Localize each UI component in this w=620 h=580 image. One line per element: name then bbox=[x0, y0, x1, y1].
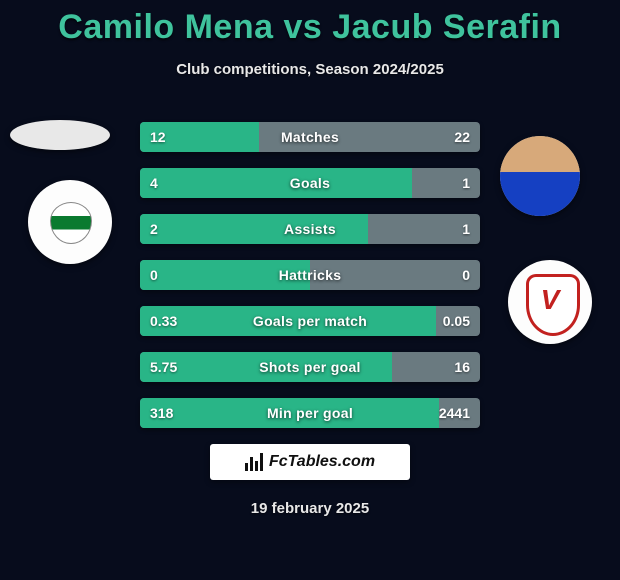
player-left-avatar bbox=[10, 120, 110, 150]
stat-row: 0.330.05Goals per match bbox=[140, 306, 480, 336]
stat-label: Goals bbox=[140, 168, 480, 198]
stat-label: Assists bbox=[140, 214, 480, 244]
stat-label: Shots per goal bbox=[140, 352, 480, 382]
stat-label: Hattricks bbox=[140, 260, 480, 290]
snapshot-date: 19 february 2025 bbox=[0, 500, 620, 517]
stat-row: 00Hattricks bbox=[140, 260, 480, 290]
stat-row: 1222Matches bbox=[140, 122, 480, 152]
stat-label: Goals per match bbox=[140, 306, 480, 336]
page-subtitle: Club competitions, Season 2024/2025 bbox=[0, 61, 620, 78]
player-right-avatar bbox=[500, 136, 580, 216]
logo-text: FcTables.com bbox=[269, 453, 375, 471]
stat-row: 5.7516Shots per goal bbox=[140, 352, 480, 382]
bars-icon bbox=[245, 453, 263, 471]
page-title: Camilo Mena vs Jacub Serafin bbox=[0, 0, 620, 47]
site-logo: FcTables.com bbox=[210, 444, 410, 480]
comparison-bars: 1222Matches 41Goals 21Assists 00Hattricks 0.… bbox=[140, 122, 480, 444]
club-left-badge bbox=[28, 180, 112, 264]
stat-row: 21Assists bbox=[140, 214, 480, 244]
stat-label: Matches bbox=[140, 122, 480, 152]
stat-row: 41Goals bbox=[140, 168, 480, 198]
club-right-badge bbox=[508, 260, 592, 344]
stat-label: Min per goal bbox=[140, 398, 480, 428]
stat-row: 3182441Min per goal bbox=[140, 398, 480, 428]
